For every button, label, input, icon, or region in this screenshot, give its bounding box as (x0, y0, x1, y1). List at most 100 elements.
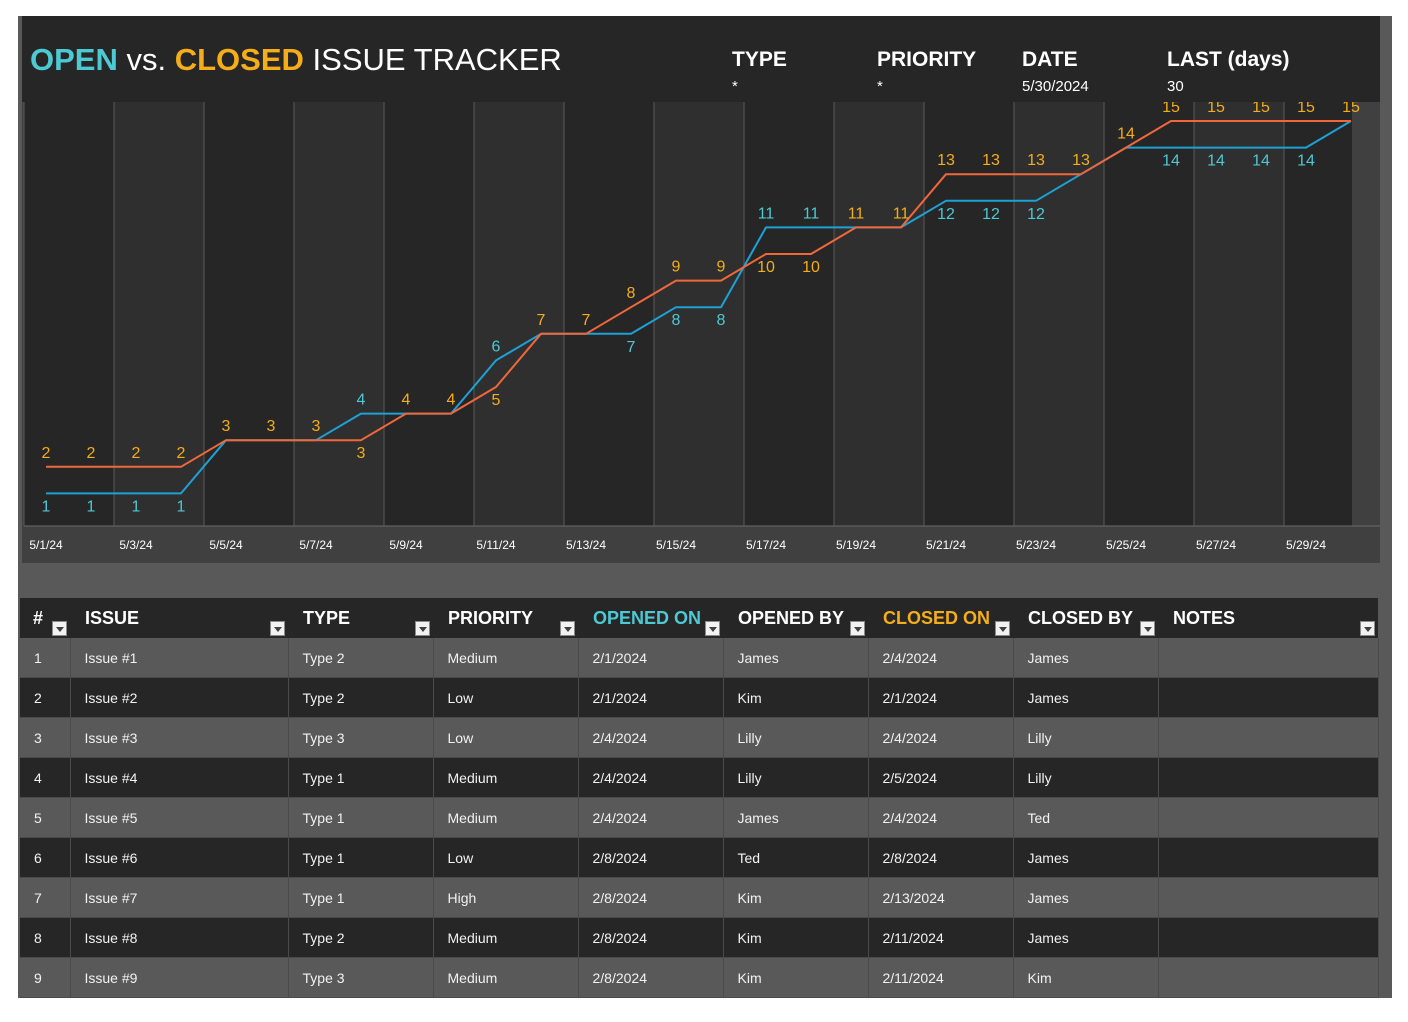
cell-opened-by[interactable]: James (723, 797, 869, 838)
filter-last-days-value[interactable]: 30 (1167, 78, 1184, 95)
cell-type[interactable]: Type 2 (288, 677, 434, 718)
table-row[interactable]: 7 Issue #7 Type 1 High 2/8/2024 Kim 2/13/2024 J… (20, 877, 1379, 918)
cell-issue[interactable]: Issue #8 (70, 917, 289, 958)
cell-closed-by[interactable]: James (1013, 677, 1159, 718)
cell-closed-on[interactable]: 2/8/2024 (868, 837, 1014, 878)
cell-priority[interactable]: Low (433, 677, 579, 718)
cell-issue[interactable]: Issue #4 (70, 757, 289, 798)
cell-opened-on[interactable]: 2/1/2024 (578, 677, 724, 718)
cell-closed-on[interactable]: 2/4/2024 (868, 638, 1014, 678)
cell-priority[interactable]: Medium (433, 917, 579, 958)
cell-closed-on[interactable]: 2/13/2024 (868, 877, 1014, 918)
cell-priority[interactable]: Medium (433, 638, 579, 678)
cell-closed-on[interactable]: 2/4/2024 (868, 717, 1014, 758)
filter-type-value[interactable]: * (732, 78, 738, 95)
cell-closed-by[interactable]: James (1013, 837, 1159, 878)
cell-closed-on[interactable]: 2/11/2024 (868, 917, 1014, 958)
cell-priority[interactable]: Medium (433, 757, 579, 798)
cell-opened-on[interactable]: 2/1/2024 (578, 638, 724, 678)
cell-number[interactable]: 4 (20, 757, 71, 798)
cell-issue[interactable]: Issue #7 (70, 877, 289, 918)
cell-opened-on[interactable]: 2/4/2024 (578, 757, 724, 798)
cell-issue[interactable]: Issue #2 (70, 677, 289, 718)
table-row[interactable]: 5 Issue #5 Type 1 Medium 2/4/2024 James 2/4/20… (20, 797, 1379, 838)
cell-closed-by[interactable]: Kim (1013, 957, 1159, 998)
cell-closed-by[interactable]: Lilly (1013, 717, 1159, 758)
cell-type[interactable]: Type 1 (288, 837, 434, 878)
cell-notes[interactable] (1158, 837, 1379, 878)
cell-notes[interactable] (1158, 677, 1379, 718)
filter-dropdown-icon[interactable] (270, 621, 285, 636)
cell-issue[interactable]: Issue #5 (70, 797, 289, 838)
cell-opened-on[interactable]: 2/8/2024 (578, 917, 724, 958)
cell-opened-by[interactable]: Kim (723, 917, 869, 958)
cell-closed-on[interactable]: 2/4/2024 (868, 797, 1014, 838)
table-row[interactable]: 8 Issue #8 Type 2 Medium 2/8/2024 Kim 2/11/202… (20, 917, 1379, 958)
cell-priority[interactable]: Medium (433, 957, 579, 998)
cell-type[interactable]: Type 3 (288, 957, 434, 998)
filter-dropdown-icon[interactable] (560, 621, 575, 636)
cell-priority[interactable]: Low (433, 717, 579, 758)
cell-number[interactable]: 6 (20, 837, 71, 878)
table-row[interactable]: 2 Issue #2 Type 2 Low 2/1/2024 Kim 2/1/2024 Jam… (20, 677, 1379, 718)
cell-issue[interactable]: Issue #9 (70, 957, 289, 998)
cell-closed-by[interactable]: Ted (1013, 797, 1159, 838)
cell-closed-by[interactable]: James (1013, 877, 1159, 918)
cell-opened-by[interactable]: Lilly (723, 757, 869, 798)
filter-date[interactable]: DATE 5/30/2024 (1022, 48, 1089, 95)
cell-notes[interactable] (1158, 877, 1379, 918)
cell-type[interactable]: Type 1 (288, 757, 434, 798)
cell-type[interactable]: Type 2 (288, 638, 434, 678)
cell-issue[interactable]: Issue #6 (70, 837, 289, 878)
cell-opened-on[interactable]: 2/8/2024 (578, 877, 724, 918)
cell-opened-by[interactable]: Kim (723, 957, 869, 998)
table-row[interactable]: 1 Issue #1 Type 2 Medium 2/1/2024 James 2/4/20… (20, 638, 1379, 678)
cell-type[interactable]: Type 1 (288, 877, 434, 918)
cell-type[interactable]: Type 1 (288, 797, 434, 838)
filter-dropdown-icon[interactable] (415, 621, 430, 636)
cell-issue[interactable]: Issue #3 (70, 717, 289, 758)
filter-dropdown-icon[interactable] (52, 621, 67, 636)
cell-number[interactable]: 3 (20, 717, 71, 758)
cell-number[interactable]: 7 (20, 877, 71, 918)
filter-dropdown-icon[interactable] (1140, 621, 1155, 636)
filter-dropdown-icon[interactable] (995, 621, 1010, 636)
cell-notes[interactable] (1158, 957, 1379, 998)
filter-last-days[interactable]: LAST (days) 30 (1167, 48, 1290, 95)
table-row[interactable]: 9 Issue #9 Type 3 Medium 2/8/2024 Kim 2/11/202… (20, 957, 1379, 998)
filter-date-value[interactable]: 5/30/2024 (1022, 78, 1089, 95)
cell-number[interactable]: 1 (20, 638, 71, 678)
cell-priority[interactable]: Medium (433, 797, 579, 838)
cell-closed-on[interactable]: 2/1/2024 (868, 677, 1014, 718)
cell-notes[interactable] (1158, 797, 1379, 838)
cell-closed-by[interactable]: James (1013, 638, 1159, 678)
cell-issue[interactable]: Issue #1 (70, 638, 289, 678)
cell-priority[interactable]: Low (433, 837, 579, 878)
cell-closed-by[interactable]: Lilly (1013, 757, 1159, 798)
cell-opened-by[interactable]: Kim (723, 877, 869, 918)
cell-opened-on[interactable]: 2/8/2024 (578, 837, 724, 878)
cell-closed-by[interactable]: James (1013, 917, 1159, 958)
cell-opened-by[interactable]: Kim (723, 677, 869, 718)
cell-opened-by[interactable]: Ted (723, 837, 869, 878)
cell-opened-by[interactable]: Lilly (723, 717, 869, 758)
cell-notes[interactable] (1158, 638, 1379, 678)
open-closed-chart[interactable]: 5/1/24 5/3/24 5/5/24 5/7/24 5/9/24 5/11/24 5/1… (22, 102, 1380, 563)
filter-type[interactable]: TYPE * (732, 48, 787, 95)
cell-number[interactable]: 9 (20, 957, 71, 998)
cell-priority[interactable]: High (433, 877, 579, 918)
cell-type[interactable]: Type 2 (288, 917, 434, 958)
filter-dropdown-icon[interactable] (1360, 621, 1375, 636)
cell-closed-on[interactable]: 2/11/2024 (868, 957, 1014, 998)
cell-opened-on[interactable]: 2/4/2024 (578, 797, 724, 838)
cell-notes[interactable] (1158, 717, 1379, 758)
cell-closed-on[interactable]: 2/5/2024 (868, 757, 1014, 798)
filter-dropdown-icon[interactable] (705, 621, 720, 636)
cell-number[interactable]: 2 (20, 677, 71, 718)
filter-priority-value[interactable]: * (877, 78, 883, 95)
cell-notes[interactable] (1158, 917, 1379, 958)
cell-number[interactable]: 8 (20, 917, 71, 958)
cell-number[interactable]: 5 (20, 797, 71, 838)
table-row[interactable]: 6 Issue #6 Type 1 Low 2/8/2024 Ted 2/8/2024 Jam… (20, 837, 1379, 878)
cell-notes[interactable] (1158, 757, 1379, 798)
